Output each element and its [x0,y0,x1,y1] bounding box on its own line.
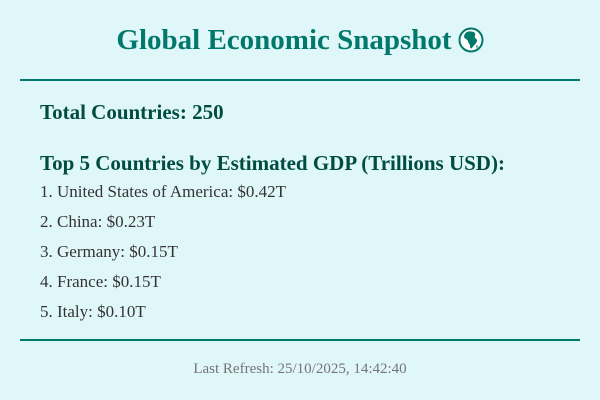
header-divider [20,79,580,81]
total-countries: Total Countries: 250 [40,100,224,124]
last-refresh: Last Refresh: 25/10/2025, 14:42:40 [193,361,407,377]
list-item: 2. China: $0.23T [40,212,156,231]
list-item: 4. France: $0.15T [40,272,161,291]
top-countries-list: 1. United States of America: $0.42T 2. C… [40,181,286,331]
page-title: Global Economic Snapshot [0,22,600,62]
list-item: 1. United States of America: $0.42T [40,182,286,201]
header: Global Economic Snapshot [0,0,600,80]
list-item: 3. Germany: $0.15T [40,242,178,261]
globe-africa-icon [458,26,484,62]
top-countries-heading: Top 5 Countries by Estimated GDP (Trilli… [40,151,505,175]
page-title-text: Global Economic Snapshot [116,24,452,56]
footer-divider [20,339,580,341]
list-item: 5. Italy: $0.10T [40,302,146,321]
